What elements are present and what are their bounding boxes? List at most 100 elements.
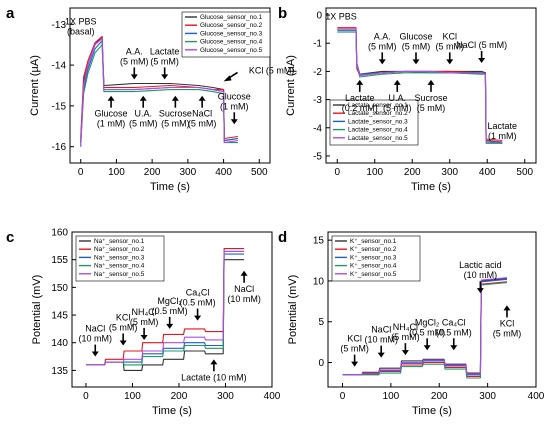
annotation-label: KCl [442, 31, 457, 41]
annotation-label: KCl (5 mM) [249, 65, 295, 75]
annotation-label: Sucrose [159, 109, 192, 119]
annotation-label: KCl [500, 318, 515, 328]
y-tick-label: 155 [51, 255, 68, 266]
x-tick-label: 100 [108, 167, 125, 178]
annotation-arrowhead [423, 345, 431, 351]
plot-frame [71, 231, 273, 388]
series-line-2 [86, 248, 245, 366]
series-line-2 [342, 281, 508, 377]
annotation-label: (1 mM) [97, 119, 126, 129]
x-tick-label: 200 [431, 391, 448, 402]
annotation-label: (basal) [67, 26, 95, 36]
annotation-label: Glucose [95, 109, 128, 119]
y-tick-label: 150 [51, 283, 68, 294]
x-tick-label: 100 [383, 391, 400, 402]
x-tick-label: 100 [124, 391, 141, 402]
annotation-label: (5 mM) [436, 41, 465, 51]
series-line-4 [342, 282, 508, 379]
annotation-label: U.A. [134, 109, 152, 119]
annotation-arrowhead [130, 74, 138, 80]
annotation-label: (1 mM) [488, 131, 517, 141]
annotation-arrowhead [198, 95, 206, 101]
legend-entry: Glucose_sensor_no.3 [200, 30, 263, 37]
x-axis-label: Time (s) [412, 405, 452, 417]
y-tick-label: -2 [313, 67, 322, 78]
annotation-arrowhead [223, 75, 232, 82]
x-axis-label: Time (s) [152, 405, 192, 417]
series-line-2 [80, 36, 238, 140]
plot-frame [327, 231, 537, 388]
legend-entry: Lactate_sensor_no.5 [348, 135, 408, 142]
plot-frame [69, 7, 271, 164]
panel-a: a 0 100 200 300 400 500 -16 -15 -14 -13 Time (s) Cur… [6, 5, 294, 193]
annotation-arrowhead [140, 334, 148, 340]
x-tick-label: 100 [366, 167, 383, 178]
series-line-5 [337, 28, 503, 143]
annotation-label: (5 mM) [150, 56, 179, 66]
series-group [337, 27, 503, 144]
x-tick-label: 300 [180, 167, 197, 178]
y-tick-label: 10 [313, 276, 325, 287]
x-tick-label: 400 [528, 391, 545, 402]
annotation-label: A.A. [374, 31, 391, 41]
annotation-arrowhead [107, 95, 115, 101]
annotation-arrowhead [230, 119, 238, 125]
series-group [342, 277, 508, 379]
x-tick-label: 400 [215, 167, 232, 178]
panel-letter-d: d [278, 229, 287, 246]
series-group [86, 248, 245, 371]
annotation-label: (5 mM) [161, 119, 190, 129]
annotation-arrowhead [194, 315, 202, 321]
annotation-label: (0.5 mM) [436, 327, 472, 337]
annotation-arrowhead [139, 95, 147, 101]
annotation-label: NH₄Cl [132, 307, 157, 317]
annotation-arrowhead [210, 359, 218, 365]
annotation-label: (5 mM) [417, 103, 446, 113]
y-tick-label: -1 [313, 39, 322, 50]
annotation-label: Lactate [345, 93, 375, 103]
annotation-arrowhead [378, 59, 386, 65]
annotation-arrowhead [377, 352, 385, 358]
y-tick-label: -13 [52, 20, 67, 31]
annotation-arrowhead [351, 361, 359, 367]
annotation-label: KCl [116, 312, 131, 322]
annotation-label: Ca₄Cl [186, 288, 210, 298]
legend-entry: Lactate_sensor_no.4 [348, 127, 408, 134]
legend-entry: Lactate_sensor_no.1 [348, 102, 408, 109]
panel-c: c 0 100 200 300 400 135 140 145 150 155 160 Time (s)… [6, 228, 281, 418]
legend-entry: Na⁺_sensor_no.4 [94, 263, 145, 270]
x-tick-label: 0 [340, 391, 346, 402]
y-tick-label: -5 [313, 151, 322, 162]
legend-entry: Na⁺_sensor_no.3 [94, 254, 145, 261]
annotation-label: Glucose [399, 31, 432, 41]
y-tick-label: -3 [313, 95, 322, 106]
annotation-arrowhead [161, 74, 169, 80]
annotation-arrowhead [393, 79, 401, 85]
x-tick-label: 200 [404, 167, 421, 178]
annotation-label: NH₄Cl [393, 322, 418, 332]
annotation-label: NaCl [192, 109, 212, 119]
annotation-label: NaCl [371, 325, 391, 335]
x-tick-label: 0 [78, 167, 84, 178]
annotations: 1X PBS(basal)A.A.(5 mM)Lactate(5 mM)KCl … [65, 16, 294, 128]
panel-letter-a: a [6, 5, 15, 22]
annotation-label: Ca₄Cl [442, 317, 466, 327]
x-tick-label: 200 [171, 391, 188, 402]
annotation-label: (0.5 mM) [180, 298, 216, 308]
x-tick-label: 300 [479, 391, 496, 402]
legend-entry: Na⁺_sensor_no.5 [94, 271, 145, 278]
annotation-label: (5 mM) [130, 317, 159, 327]
y-tick-label: -14 [52, 61, 67, 72]
annotation-arrowhead [119, 340, 127, 346]
legend-entry: Glucose_sensor_no.1 [200, 14, 263, 21]
x-axis-label: Time (s) [411, 181, 451, 193]
legend-entry: Lactate_sensor_no.2 [348, 110, 408, 117]
annotation-label: U.A. [388, 93, 406, 103]
annotation-label: (5 mM) [120, 56, 149, 66]
panel-letter-c: c [6, 229, 14, 246]
annotation-label: NaCl [85, 324, 105, 334]
legend: Na⁺_sensor_no.1Na⁺_sensor_no.2Na⁺_sensor… [75, 235, 165, 282]
legend-entry: K⁺_sensor_no.4 [350, 263, 397, 270]
annotation-arrowhead [240, 270, 248, 276]
